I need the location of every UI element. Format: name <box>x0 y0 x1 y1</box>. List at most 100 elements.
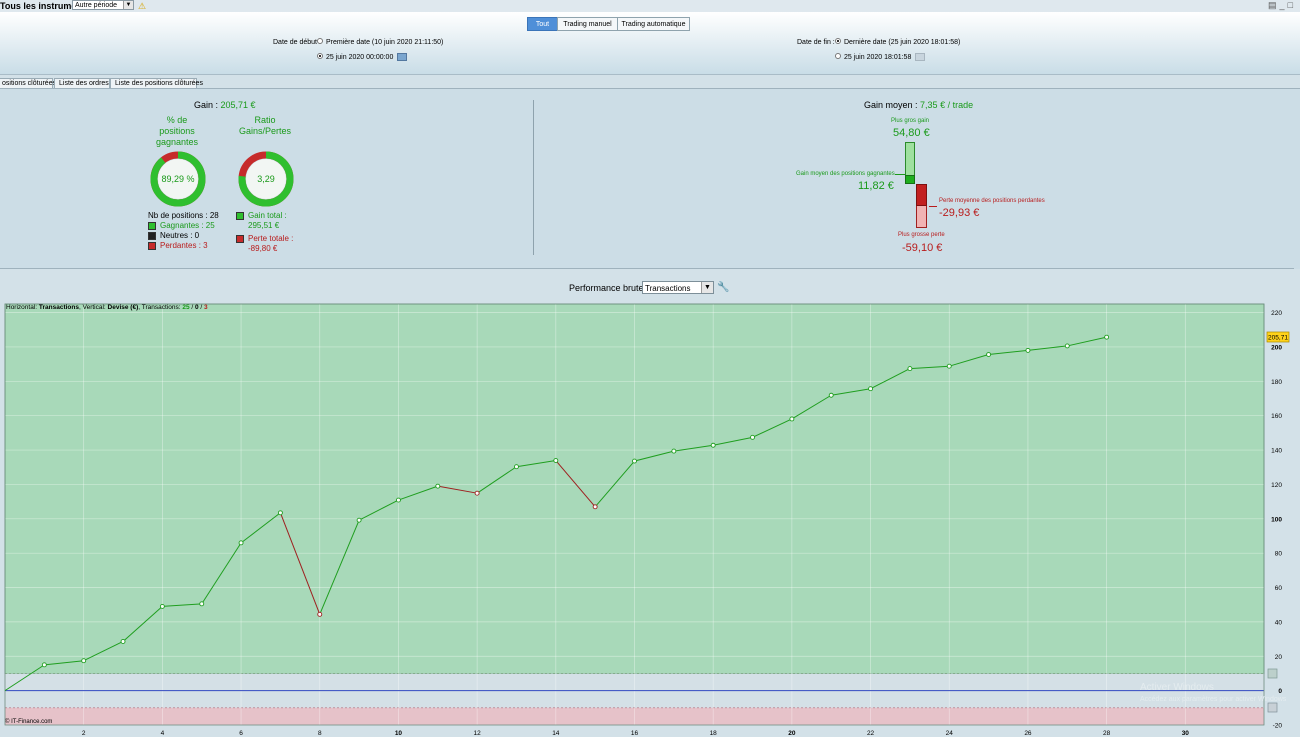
series-segment <box>162 603 202 607</box>
windows-activation-title: Activer Windows <box>1140 682 1214 693</box>
title-line: Ratio <box>254 115 276 125</box>
end-custom-label: 25 juin 2020 18:01:58 <box>844 53 912 61</box>
total-loss-label: Perte totale : <box>248 234 294 243</box>
ratio-donut: 3,29 <box>238 151 294 207</box>
x-tick-label: 6 <box>239 730 243 737</box>
window-controls[interactable]: ▤_□ <box>1268 0 1296 11</box>
scroll-down-button[interactable] <box>1267 702 1278 713</box>
chevron-down-icon[interactable]: ▼ <box>123 1 133 9</box>
info-text: / <box>199 304 204 311</box>
export-icon[interactable]: ▤ <box>1268 0 1280 10</box>
info-text: , Vertical: <box>79 304 108 311</box>
segment-all[interactable]: Tout <box>527 17 558 31</box>
y-tick-label: -20 <box>1273 723 1283 730</box>
total-loss-row: Perte totale : <box>236 234 293 243</box>
series-segment <box>1067 336 1107 347</box>
avg-gain-value: 7,35 € / trade <box>920 100 974 110</box>
title-line: Gains/Pertes <box>238 126 292 136</box>
radio-selected-icon[interactable] <box>835 38 841 45</box>
y-tick-label: 100 <box>1271 516 1282 523</box>
series-segment <box>831 388 871 396</box>
winning-pct-donut: 89,29 % <box>150 151 206 207</box>
calendar-icon[interactable] <box>397 53 408 61</box>
instruments-label[interactable]: Tous les instruments <box>0 1 90 11</box>
info-text: Horizontal: <box>6 304 39 311</box>
series-segment <box>791 394 832 420</box>
watermark: © IT-Finance.com <box>5 718 52 725</box>
ratio-title: Ratio Gains/Pertes <box>232 115 298 137</box>
data-point <box>81 658 87 664</box>
end-custom-option[interactable]: 25 juin 2020 18:01:58 <box>835 53 926 61</box>
x-tick-label: 4 <box>161 730 165 737</box>
y-tick-label: 60 <box>1275 585 1283 592</box>
title-line: gagnantes <box>155 137 199 147</box>
series-segment <box>44 660 84 666</box>
minimize-icon[interactable]: _ <box>1279 0 1288 10</box>
avg-loss-pointer <box>929 206 937 207</box>
tab-label: Liste des ordres <box>59 80 109 87</box>
x-tick-label: 16 <box>631 730 639 737</box>
data-point <box>395 497 401 503</box>
y-tick-label: 20 <box>1275 654 1283 661</box>
segment-automatic-label: Trading automatique <box>621 21 686 28</box>
winning-pct-value: 89,29 % <box>161 174 194 184</box>
series-segment <box>673 444 714 452</box>
scroll-up-button[interactable] <box>1267 668 1278 679</box>
chevron-down-icon[interactable]: ▼ <box>701 282 713 293</box>
total-gain-value: 295,51 € <box>248 221 280 230</box>
warning-icon[interactable]: ⚠ <box>138 1 147 11</box>
series-segment <box>4 664 45 692</box>
x-tick-label: 26 <box>1024 730 1032 737</box>
donut-center <box>246 159 286 199</box>
positions-count: Nb de positions : 28 <box>148 211 219 220</box>
series-segment <box>870 368 911 390</box>
chart-info: Horizontal: Transactions, Vertical: Devi… <box>6 304 208 311</box>
start-first-option[interactable]: Première date (10 juin 2020 21:11:50) <box>317 38 443 46</box>
data-point <box>238 540 244 546</box>
perf-select[interactable]: Transactions ▼ <box>642 281 714 294</box>
title-line: positions <box>159 126 195 136</box>
data-point <box>868 386 874 392</box>
losers-label: Perdantes : 3 <box>160 241 208 250</box>
series-segment <box>358 499 399 521</box>
info-text: / <box>190 304 195 311</box>
wrench-icon[interactable]: 🔧 <box>717 282 730 293</box>
x-tick-label: 28 <box>1103 730 1111 737</box>
segment-manual-label: Trading manuel <box>563 21 612 28</box>
y-tick-label: 0 <box>1278 688 1282 695</box>
biggest-gain-value: 54,80 € <box>893 127 930 139</box>
avg-win-pointer <box>895 174 905 175</box>
data-point <box>750 434 755 440</box>
start-custom-label: 25 juin 2020 00:00:00 <box>326 53 394 61</box>
segment-automatic[interactable]: Trading automatique <box>617 17 690 31</box>
series-segment <box>752 418 793 438</box>
radio-icon[interactable] <box>317 38 323 45</box>
series-segment <box>634 450 674 462</box>
avg-win-value: 11,82 € <box>858 180 894 192</box>
info-text: 25 <box>182 304 190 311</box>
biggest-loss-label: Plus grosse perte <box>898 232 945 238</box>
series-segment <box>437 485 478 494</box>
gain-value: 205,71 € <box>220 100 256 110</box>
start-custom-option[interactable]: 25 juin 2020 00:00:00 <box>317 53 408 61</box>
tab-closed-positions[interactable]: ositions clôturées <box>0 78 56 88</box>
close-icon[interactable]: □ <box>1287 0 1296 10</box>
winning-pct-title: % de positions gagnantes <box>147 115 207 148</box>
radio-icon[interactable] <box>835 53 841 59</box>
data-point <box>41 662 47 668</box>
perf-select-value: Transactions <box>645 284 691 293</box>
data-point <box>671 448 677 454</box>
red-square-icon <box>148 241 156 250</box>
data-point <box>592 504 598 510</box>
tab-orders[interactable]: Liste des ordres <box>54 78 110 88</box>
segment-all-label: Tout <box>535 21 550 28</box>
tab-closed-positions-list[interactable]: Liste des positions clôturées <box>110 78 203 88</box>
end-last-option[interactable]: Dernière date (25 juin 2020 18:01:58) <box>835 38 960 46</box>
segment-manual[interactable]: Trading manuel <box>557 17 618 31</box>
avg-loss-value: -29,93 € <box>939 207 980 219</box>
radio-selected-icon[interactable] <box>317 53 323 59</box>
profit-zone <box>4 303 1265 674</box>
period-select[interactable]: Autre période ▼ <box>72 0 134 10</box>
